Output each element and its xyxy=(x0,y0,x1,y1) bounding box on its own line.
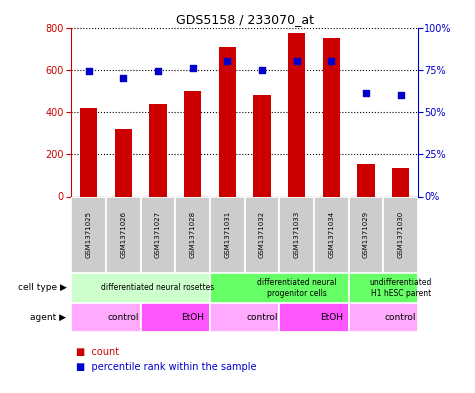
Text: EtOH: EtOH xyxy=(181,313,204,322)
Point xyxy=(397,92,405,98)
Bar xyxy=(106,196,141,273)
Bar xyxy=(218,46,236,196)
Title: GDS5158 / 233070_at: GDS5158 / 233070_at xyxy=(176,13,314,26)
Text: undifferentiated
H1 hESC parent: undifferentiated H1 hESC parent xyxy=(370,278,432,298)
Text: ■  count: ■ count xyxy=(76,347,119,357)
Text: cell type ▶: cell type ▶ xyxy=(18,283,66,292)
Text: GSM1371033: GSM1371033 xyxy=(294,211,300,259)
Bar xyxy=(210,196,245,273)
Point xyxy=(120,75,127,81)
Bar xyxy=(383,196,418,273)
Text: control: control xyxy=(385,313,417,322)
Bar xyxy=(71,273,210,303)
Bar xyxy=(71,303,141,332)
Bar xyxy=(141,196,175,273)
Bar xyxy=(210,273,349,303)
Text: GSM1371031: GSM1371031 xyxy=(224,211,230,259)
Point xyxy=(258,66,266,73)
Text: GSM1371025: GSM1371025 xyxy=(86,211,92,258)
Bar xyxy=(349,196,383,273)
Text: differentiated neural rosettes: differentiated neural rosettes xyxy=(101,283,215,292)
Text: control: control xyxy=(107,313,139,322)
Text: ■  percentile rank within the sample: ■ percentile rank within the sample xyxy=(76,362,256,373)
Point xyxy=(85,68,92,75)
Text: GSM1371034: GSM1371034 xyxy=(328,211,334,258)
Bar xyxy=(149,103,167,196)
Bar xyxy=(279,196,314,273)
Bar xyxy=(245,196,279,273)
Text: EtOH: EtOH xyxy=(320,313,343,322)
Bar xyxy=(184,91,201,196)
Text: GSM1371030: GSM1371030 xyxy=(398,211,404,259)
Bar xyxy=(279,303,349,332)
Point xyxy=(328,58,335,64)
Text: control: control xyxy=(246,313,278,322)
Bar xyxy=(349,273,418,303)
Text: GSM1371029: GSM1371029 xyxy=(363,211,369,258)
Text: agent ▶: agent ▶ xyxy=(30,313,67,322)
Text: GSM1371027: GSM1371027 xyxy=(155,211,161,258)
Point xyxy=(224,58,231,64)
Text: GSM1371032: GSM1371032 xyxy=(259,211,265,258)
Bar xyxy=(80,108,97,196)
Text: GSM1371026: GSM1371026 xyxy=(120,211,126,258)
Bar xyxy=(253,95,271,196)
Bar xyxy=(392,168,409,196)
Point xyxy=(154,68,162,75)
Bar xyxy=(288,33,305,196)
Text: differentiated neural
progenitor cells: differentiated neural progenitor cells xyxy=(257,278,336,298)
Bar xyxy=(314,196,349,273)
Bar xyxy=(175,196,210,273)
Bar xyxy=(323,38,340,197)
Bar xyxy=(210,303,279,332)
Text: GSM1371028: GSM1371028 xyxy=(190,211,196,258)
Bar xyxy=(349,303,418,332)
Point xyxy=(362,90,370,97)
Bar xyxy=(71,196,106,273)
Bar xyxy=(141,303,210,332)
Bar xyxy=(114,129,132,196)
Point xyxy=(189,65,197,71)
Point xyxy=(293,58,301,64)
Bar xyxy=(357,164,375,196)
